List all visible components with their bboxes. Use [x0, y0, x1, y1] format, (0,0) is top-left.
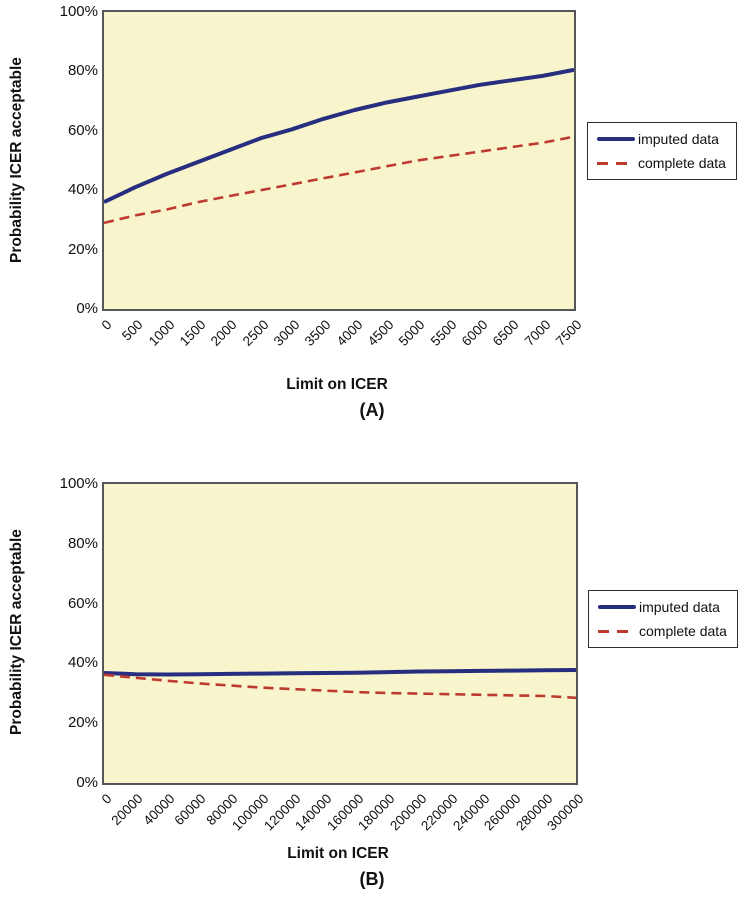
imputed-data-line-swatch [598, 605, 636, 609]
complete-data-line-swatch [597, 161, 635, 165]
complete-data-line [104, 673, 576, 700]
y-tick-label: 20% [67, 240, 98, 258]
legend-item-complete-data: complete data [598, 623, 729, 639]
legend-item-complete-data: complete data [597, 155, 728, 171]
y-axis-title-panel-b: Probability ICER acceptable [2, 482, 32, 782]
legend-label-complete: complete data [639, 623, 727, 639]
y-tick-label: 20% [67, 714, 98, 732]
x-axis-title-panel-a: Limit on ICER [286, 376, 388, 393]
y-tick-label: 40% [67, 181, 98, 199]
complete-data-line-swatch [598, 629, 636, 633]
imputed-data-line [104, 67, 574, 204]
y-tick-label: 0% [76, 774, 98, 791]
x-axis-title-panel-b: Limit on ICER [287, 845, 389, 862]
y-tick-label: 60% [67, 121, 98, 139]
y-tick-label: 40% [67, 654, 98, 672]
y-tick-label: 0% [76, 300, 98, 317]
imputed-data-line [104, 668, 576, 677]
complete-data-line [104, 135, 574, 225]
y-axis-title-text-a: Probability ICER acceptable [8, 57, 25, 263]
imputed-data-line-swatch [597, 137, 635, 141]
y-tick-label: 60% [67, 594, 98, 612]
plot-area-panel-a [102, 10, 576, 311]
legend-item-imputed-data: imputed data [598, 599, 729, 615]
panel-label-b: (B) [359, 869, 385, 889]
legend-label-imputed: imputed data [639, 599, 720, 615]
panel-label-a: (A) [359, 400, 385, 420]
y-tick-label: 80% [67, 534, 98, 552]
y-tick-label: 100% [59, 3, 98, 20]
y-tick-label: 80% [67, 62, 98, 80]
y-axis-title-text-b: Probability ICER acceptable [8, 529, 25, 735]
legend-panel-a: imputed data complete data [587, 122, 737, 180]
ceac-curves-panel-a [104, 67, 574, 225]
ceac-curves-panel-b [104, 668, 576, 700]
legend-label-complete: complete data [638, 155, 726, 171]
legend-panel-b: imputed data complete data [588, 590, 738, 648]
plot-area-panel-b [102, 482, 578, 785]
y-axis-title-panel-a: Probability ICER acceptable [2, 10, 32, 310]
y-tick-label: 100% [59, 475, 98, 492]
legend-item-imputed-data: imputed data [597, 131, 728, 147]
legend-label-imputed: imputed data [638, 131, 719, 147]
